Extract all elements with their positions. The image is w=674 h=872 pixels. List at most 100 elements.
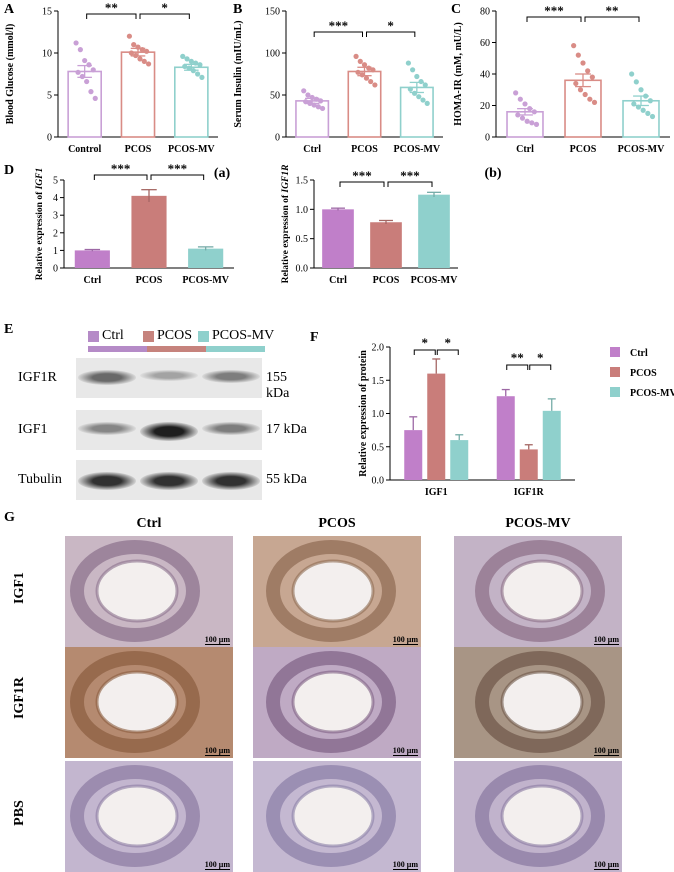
follicle-antrum bbox=[97, 561, 177, 621]
data-point bbox=[414, 73, 420, 80]
data-point bbox=[589, 74, 595, 80]
y-axis-label-gene: IGF1R bbox=[281, 165, 291, 194]
follicle-wall bbox=[266, 651, 396, 753]
data-point bbox=[73, 40, 79, 46]
data-point bbox=[591, 99, 598, 105]
follicle-wall bbox=[70, 765, 200, 867]
chart-tag: (a) bbox=[214, 166, 231, 181]
data-point bbox=[407, 86, 413, 92]
data-point bbox=[640, 107, 646, 113]
blot-band bbox=[202, 472, 260, 491]
x-tick-label: PCOS bbox=[570, 144, 597, 155]
significance-bracket bbox=[86, 13, 137, 19]
data-point bbox=[195, 71, 201, 77]
data-point bbox=[77, 47, 83, 53]
data-point bbox=[424, 100, 430, 106]
follicle-wall bbox=[70, 651, 200, 753]
data-point bbox=[410, 67, 416, 73]
histology-column-label: Ctrl bbox=[136, 516, 162, 531]
blot-band bbox=[78, 422, 136, 435]
data-point bbox=[88, 89, 94, 95]
significance-bracket bbox=[413, 349, 436, 355]
y-axis-label: Relative expression of IGF1 bbox=[35, 168, 45, 281]
tissue-drawing bbox=[266, 540, 396, 642]
y-tick-label: 2 bbox=[53, 228, 58, 239]
panel-label-a: A bbox=[4, 2, 15, 17]
data-point bbox=[86, 62, 92, 68]
significance-bracket bbox=[139, 13, 190, 19]
blot-legend-label: Ctrl bbox=[102, 328, 124, 343]
y-tick-label: 2.0 bbox=[372, 343, 385, 354]
follicle-wall bbox=[475, 540, 605, 642]
data-point bbox=[190, 68, 196, 74]
significance-bracket bbox=[387, 181, 433, 187]
y-tick-label: 1.5 bbox=[296, 176, 309, 187]
data-point bbox=[135, 44, 141, 50]
significance-bracket bbox=[150, 174, 205, 180]
y-tick-label: 150 bbox=[265, 7, 280, 18]
x-tick-label: PCOS-MV bbox=[618, 144, 665, 155]
y-tick-label: 15 bbox=[42, 7, 52, 18]
bar-pcos-mv-igf1r bbox=[542, 410, 561, 480]
data-point bbox=[143, 48, 150, 54]
blot-band bbox=[140, 472, 198, 491]
data-point bbox=[647, 98, 653, 104]
follicle-antrum bbox=[502, 672, 582, 732]
granulosa-layer bbox=[95, 784, 179, 848]
significance-label: *** bbox=[352, 168, 372, 183]
legend-label-pcos-mv: PCOS-MV bbox=[630, 388, 674, 399]
granulosa-layer bbox=[291, 670, 375, 734]
y-axis-label: Relative expression of IGF1R bbox=[281, 165, 291, 284]
data-point bbox=[587, 96, 593, 102]
data-point bbox=[307, 100, 313, 106]
blot-group-bar-pcos bbox=[147, 346, 206, 352]
tissue-drawing bbox=[70, 540, 200, 642]
tissue-drawing bbox=[475, 540, 605, 642]
granulosa-layer bbox=[500, 670, 584, 734]
data-point bbox=[416, 94, 422, 100]
data-point bbox=[318, 98, 324, 104]
data-point bbox=[303, 99, 309, 105]
panel-label-c: C bbox=[451, 2, 462, 17]
y-axis-label: Blood Glucose (mmol/l) bbox=[5, 24, 16, 125]
chart-homa-ir: 0 20 40 60 80 HOMA-IR (mM, mU/L) Ctrl PCOS PCOS-… bbox=[453, 3, 670, 155]
y-tick-label: 0.0 bbox=[372, 476, 385, 487]
y-tick-label: 10 bbox=[42, 49, 52, 60]
follicle-antrum bbox=[97, 672, 177, 732]
x-tick-label: PCOS bbox=[125, 144, 152, 155]
y-tick-label: 1.0 bbox=[296, 205, 309, 216]
y-tick-label: 80 bbox=[480, 7, 490, 18]
data-point bbox=[193, 60, 199, 66]
y-axis-label: HOMA-IR (mM, mU/L) bbox=[453, 22, 464, 126]
x-tick-label: PCOS bbox=[351, 144, 378, 155]
data-point bbox=[571, 43, 577, 49]
blot-legend-item-pcos: PCOS bbox=[143, 328, 192, 344]
data-point bbox=[633, 79, 639, 85]
significance-bracket bbox=[529, 364, 552, 370]
data-point bbox=[82, 57, 88, 64]
blot-legend-label: PCOS-MV bbox=[212, 328, 275, 343]
histology-row-label: IGF1 bbox=[12, 572, 27, 604]
histology-image-pbs-ctrl: 100 μm bbox=[65, 761, 233, 872]
data-point bbox=[353, 53, 359, 59]
panel-label-e: E bbox=[4, 322, 14, 337]
y-tick-label: 0 bbox=[275, 133, 280, 144]
y-tick-label: 5 bbox=[47, 91, 52, 102]
panel-label-b: B bbox=[233, 2, 243, 17]
follicle-antrum bbox=[293, 561, 373, 621]
blot-kda-label: 55 kDa bbox=[266, 472, 307, 487]
significance-bracket bbox=[436, 349, 459, 355]
bar-pcos-igf1r bbox=[519, 449, 538, 480]
scale-bar: 100 μm bbox=[204, 635, 230, 645]
scale-bar: 100 μm bbox=[204, 746, 230, 756]
significance-bracket bbox=[339, 181, 385, 187]
data-point bbox=[577, 87, 584, 93]
chart-serum-insulin: 0 50 100 150 Serum Insulin (mIU/mL) Ctrl PCOS P… bbox=[233, 7, 443, 155]
y-tick-label: 0.5 bbox=[296, 234, 309, 245]
significance-label: ** bbox=[511, 350, 524, 365]
data-point bbox=[418, 78, 424, 85]
y-tick-label: 50 bbox=[270, 91, 280, 102]
follicle-wall bbox=[266, 540, 396, 642]
significance-label: *** bbox=[544, 3, 564, 18]
data-point bbox=[315, 104, 321, 110]
